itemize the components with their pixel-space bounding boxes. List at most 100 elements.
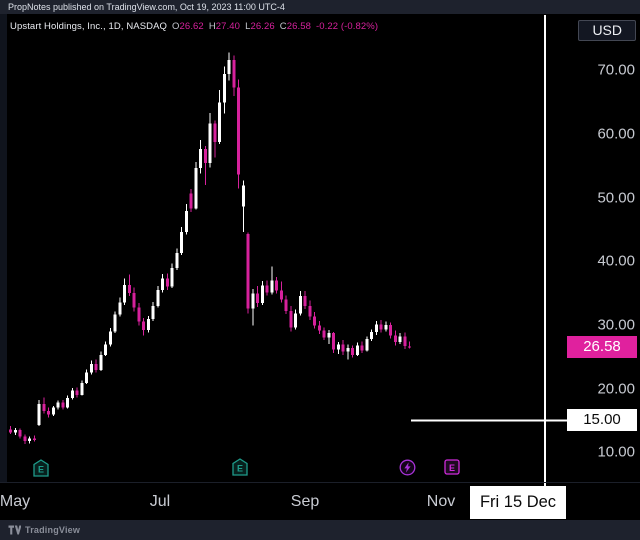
chart-marker[interactable]	[399, 459, 417, 477]
candle-body	[317, 325, 321, 331]
candle-body	[289, 310, 293, 328]
candle-body	[389, 324, 393, 336]
chart-marker[interactable]: E	[33, 459, 51, 477]
ohlc-value: 27.40	[215, 21, 241, 32]
candle-body	[346, 347, 350, 352]
candle-body	[213, 123, 217, 143]
month-label: Jul	[149, 493, 171, 510]
candle-body	[218, 102, 222, 143]
candle-body	[246, 233, 250, 309]
crosshair-date-label[interactable]: Fri 15 Dec	[470, 486, 566, 519]
svg-text:E: E	[237, 464, 243, 474]
candle-body	[360, 345, 364, 351]
candle-body	[51, 407, 55, 415]
candle-body	[332, 333, 336, 350]
svg-text:E: E	[449, 463, 455, 473]
candle-body	[70, 390, 74, 399]
candle-body	[180, 231, 184, 253]
candle-body	[351, 347, 355, 355]
candle-body	[384, 324, 388, 330]
price-tick: 20.00	[597, 380, 635, 398]
price-tick: 30.00	[597, 316, 635, 334]
candle-body	[222, 73, 226, 103]
ohlc-value: 26.26	[250, 21, 275, 32]
level-price-label[interactable]: 15.00	[567, 408, 637, 431]
candle-body	[123, 284, 127, 303]
price-axis[interactable]: USD 70.00 60.00 50.00 40.00 30.00 20.00 10.00 …	[546, 14, 640, 482]
candle-body	[403, 336, 407, 346]
candle-body	[260, 285, 264, 304]
candle-body	[336, 344, 340, 350]
candle-body	[294, 313, 298, 328]
ohlc-label: O	[172, 21, 180, 32]
candle-body	[75, 390, 79, 395]
candle-body	[108, 331, 112, 345]
candle-body	[251, 293, 255, 309]
ohlc-label: L	[245, 21, 251, 32]
candle-body	[199, 149, 203, 169]
month-label: May	[0, 493, 31, 510]
candle-body	[13, 430, 17, 433]
candle-body	[32, 438, 36, 441]
candle-body	[42, 403, 46, 411]
candle-body	[23, 436, 27, 441]
candle-body	[165, 278, 169, 287]
month-label: Sep	[290, 493, 320, 510]
candle-body	[279, 290, 283, 300]
candle-body	[28, 438, 32, 441]
candle-body	[355, 345, 359, 355]
candle-body	[298, 296, 302, 314]
candle-body	[370, 331, 374, 339]
candle-body	[398, 336, 402, 343]
chart-marker[interactable]: E	[232, 458, 250, 476]
earnings-icon[interactable]: E	[232, 458, 248, 476]
candle-body	[365, 338, 369, 351]
footer-bar: TradingView	[0, 520, 640, 540]
upcoming-earnings-icon[interactable]: E	[444, 459, 460, 475]
candle-body	[408, 346, 412, 348]
price-tick: 70.00	[597, 61, 635, 79]
candle-body	[142, 321, 146, 330]
candle-body	[161, 278, 165, 290]
candle-body	[85, 372, 89, 383]
candle-body	[184, 210, 188, 232]
price-tick: 40.00	[597, 252, 635, 270]
tradingview-logo-icon[interactable]	[8, 525, 21, 535]
flash-icon[interactable]	[399, 459, 416, 476]
candle-body	[89, 363, 93, 373]
candle-body	[203, 149, 207, 164]
ohlc-value: 26.58	[286, 21, 311, 32]
candle-body	[137, 307, 141, 322]
month-label: Nov	[426, 493, 456, 510]
candle-body	[313, 316, 317, 326]
candle-body	[56, 402, 60, 408]
candle-body	[170, 268, 174, 287]
price-tick: 50.00	[597, 189, 635, 206]
candle-body	[270, 280, 274, 293]
candle-body	[94, 363, 98, 371]
symbol-legend: Upstart Holdings, Inc., 1D, NASDAQ O26.62…	[10, 21, 378, 32]
chart-left-margin	[0, 14, 7, 482]
time-axis[interactable]: May Jul Sep Nov Fri 15 Dec	[0, 482, 640, 520]
candle-body	[341, 344, 345, 352]
publish-banner-text: PropNotes published on TradingView.com, …	[8, 2, 285, 12]
candle-body	[237, 87, 241, 175]
candle-body	[374, 324, 378, 332]
candle-body	[151, 305, 155, 320]
candle-body	[393, 335, 397, 343]
chart-marker[interactable]: E	[444, 459, 462, 477]
candle-body	[66, 398, 70, 408]
candle-body	[275, 280, 279, 291]
candle-body	[118, 302, 122, 315]
ohlc-value: 26.62	[179, 21, 204, 32]
candle-body	[175, 252, 179, 269]
candle-body	[256, 293, 260, 304]
brand-name[interactable]: TradingView	[25, 525, 81, 535]
candle-body	[61, 402, 65, 408]
candle-body	[308, 305, 312, 317]
candle-body	[104, 344, 108, 355]
candle-body	[232, 59, 236, 88]
earnings-icon[interactable]: E	[33, 459, 49, 477]
